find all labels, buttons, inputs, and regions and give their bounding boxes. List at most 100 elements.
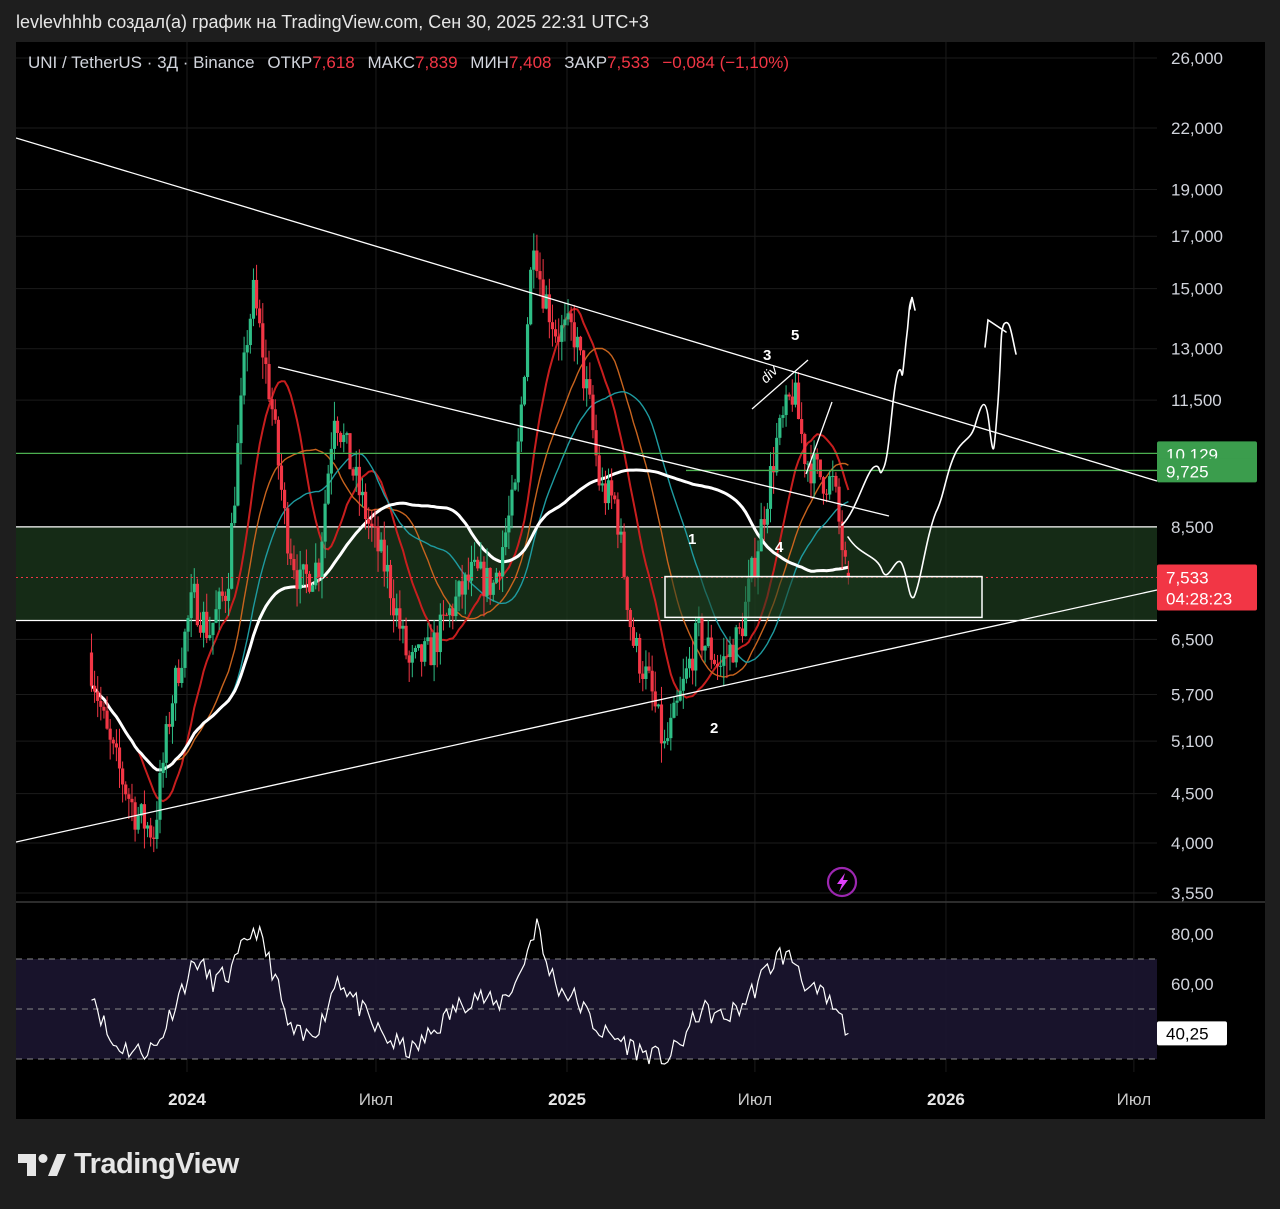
candle-body [831,475,835,477]
candle-body [638,637,642,674]
candle-body [790,396,794,405]
time-axis-label: Июл [1117,1090,1152,1109]
price-axis-label: 22,000 [1171,119,1223,138]
candle-body [597,455,601,486]
candle-body [687,658,692,669]
price-tag-level-2-text: 9,725 [1166,462,1209,481]
lightning-icon[interactable] [826,866,858,898]
candle-body [719,665,723,667]
candle-body [582,350,586,389]
symbol-legend: UNI / TetherUS · 3Д · Binance ОТКР7,618 … [28,53,789,73]
candle-body [712,659,717,664]
candle-body [594,430,598,456]
candle-body [298,569,302,589]
candle-body [800,419,804,435]
candle-body [828,476,832,495]
candle-body [311,585,315,592]
time-axis-label: Июл [738,1090,773,1109]
candle-body [731,644,735,663]
chart-panel[interactable]: 1 2 3 4 5 div 26,000 22,000 19,000 17,000 15,000 13… [16,42,1265,1119]
candle-body [812,454,816,484]
price-axis-label: 4,500 [1171,785,1214,804]
candle-body [164,724,168,763]
trendline-div[interactable] [751,359,809,410]
candle-body [815,454,819,460]
trendline-inner[interactable] [277,366,890,517]
candle-body [155,819,159,840]
tradingview-logo[interactable]: TradingView [18,1148,239,1181]
candle-body [307,573,312,592]
candle-body [357,466,361,496]
price-tag-last-text: 7,533 [1166,569,1209,588]
candle-body [482,561,486,597]
wave-label-1: 1 [688,531,696,548]
candle-body [332,420,337,449]
trendline-upper[interactable] [16,137,1158,482]
candle-body [108,728,112,740]
candle-body [314,562,318,586]
projection-arrow-1[interactable] [909,296,916,311]
candle-body [784,394,788,416]
candle-body [170,703,175,727]
target-box[interactable] [664,575,983,619]
open-value: 7,618 [312,53,355,72]
candle-body [479,561,483,569]
support-zone[interactable] [16,526,1157,621]
candle-body [289,553,293,560]
candle-body [130,798,134,803]
price-axis-label: 5,100 [1171,732,1214,751]
price-tag-level-2-bg [1157,458,1257,483]
div-label: div [757,361,782,386]
ma-white-line [90,468,849,772]
candle-body [167,724,171,727]
close-value: 7,533 [607,53,650,72]
candle-body [407,655,411,663]
candle-body [292,559,296,571]
price-axis-label: 4,000 [1171,834,1214,853]
candle-body [329,448,333,474]
trendline-wave-4[interactable] [805,401,833,475]
candle-body [432,632,436,666]
projection-path-1[interactable] [841,297,913,526]
candle-body [787,394,791,397]
candle-body [466,574,470,581]
candle-body [183,631,187,668]
candle-body [538,271,542,280]
trendline-lower[interactable] [16,589,1158,843]
candle-body [451,608,455,617]
candle-body [360,491,365,496]
candle-body [775,437,779,473]
projection-arrow-2[interactable] [984,318,1007,348]
candle-body [809,463,813,484]
candle-body [591,394,595,431]
candle-body [504,532,508,548]
chart-canvas[interactable]: 1 2 3 4 5 div 26,000 22,000 19,000 17,000 15,000 13… [16,42,1265,1119]
candle-body [734,627,738,663]
candle-body [563,319,567,326]
candle-body [634,637,639,646]
candle-body [195,583,199,626]
candle-body [339,432,343,443]
rsi-tag-bg [1157,1021,1227,1046]
candle-body [656,704,660,707]
candle-body [513,482,517,490]
candle-body [441,614,446,616]
symbol-name[interactable]: UNI / TetherUS · 3Д · Binance [28,53,255,72]
candle-body [373,526,377,528]
candle-body [659,704,664,744]
candle-body [173,667,178,704]
candle-body [691,658,695,671]
candle-body [510,489,514,516]
projection-path-2[interactable] [847,321,1017,599]
candle-body [575,336,579,348]
wave-label-3: 3 [763,347,771,364]
price-axis-label: 6,500 [1171,630,1214,649]
candle-body [700,618,704,651]
candle-body [613,495,617,500]
candle-body [121,768,125,785]
candle-body [139,804,143,816]
candle-body [317,562,321,577]
candle-body [345,433,349,435]
candle-body [793,382,798,405]
candle-body [420,644,424,662]
